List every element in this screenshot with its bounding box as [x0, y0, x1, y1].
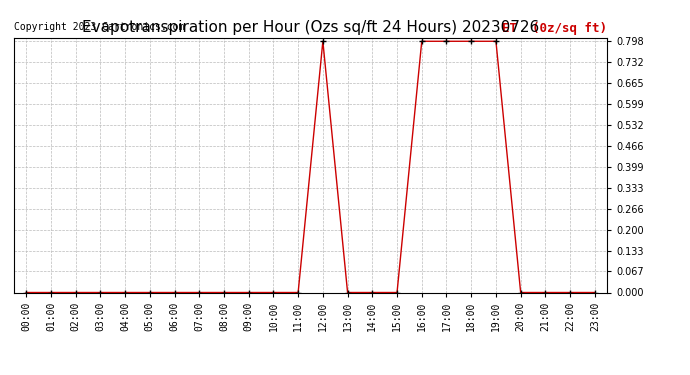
Title: Evapotranspiration per Hour (Ozs sq/ft 24 Hours) 20230726: Evapotranspiration per Hour (Ozs sq/ft 2… [82, 20, 539, 35]
Text: ET  (0z/sq ft): ET (0z/sq ft) [502, 22, 607, 35]
Text: Copyright 2023 Cartronics.com: Copyright 2023 Cartronics.com [14, 22, 184, 32]
